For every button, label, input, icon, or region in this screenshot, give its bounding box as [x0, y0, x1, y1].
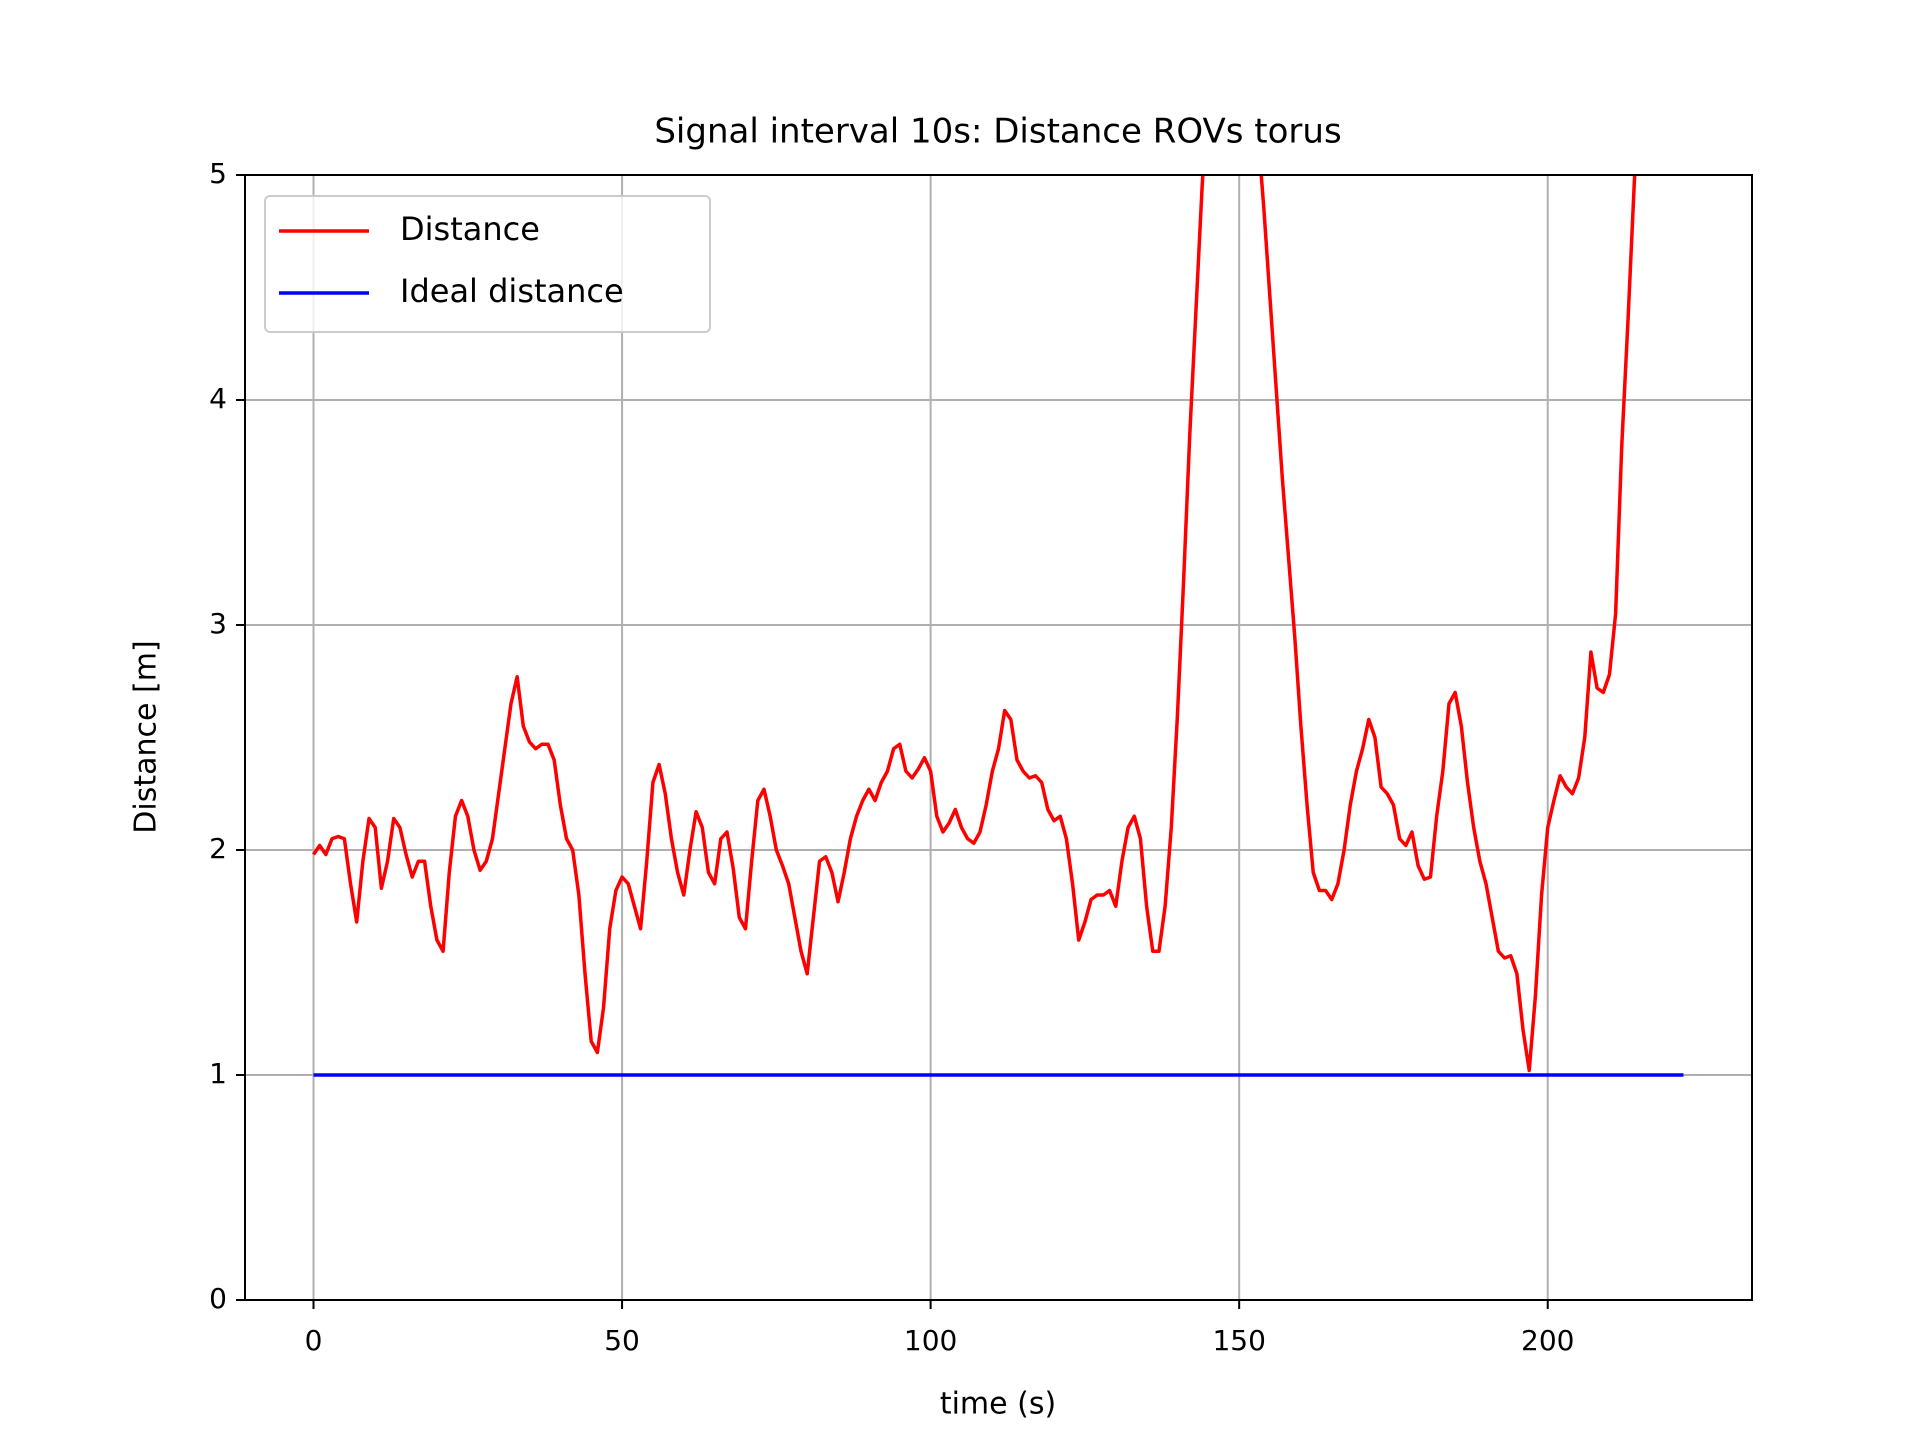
legend-box	[264, 195, 711, 333]
x-axis-label: time (s)	[940, 1387, 1056, 1422]
data-line	[312, 175, 1637, 1073]
legend-label: Distance	[400, 210, 540, 248]
x-tick-label: 100	[904, 1324, 957, 1357]
y-tick-label: 5	[209, 157, 227, 190]
y-tick-label: 3	[209, 607, 227, 640]
legend-label: Ideal distance	[400, 272, 624, 310]
axes-frame	[244, 174, 1753, 1301]
x-tick-label: 50	[604, 1324, 640, 1357]
y-tick-label: 4	[209, 382, 227, 415]
x-tick-label: 200	[1521, 1324, 1574, 1357]
x-tick-label: 0	[305, 1324, 323, 1357]
y-tick-label: 2	[209, 832, 227, 865]
y-tick-label: 1	[209, 1057, 227, 1090]
chart-title: Signal interval 10s: Distance ROVs torus	[654, 112, 1341, 152]
y-axis-label: Distance [m]	[129, 640, 164, 833]
legend: Distance Ideal distance	[264, 195, 711, 333]
ticks: 0 50 100 150 200 0 1 2 3 4 5	[209, 157, 1574, 1357]
y-tick-label: 0	[209, 1282, 227, 1315]
x-tick-label: 150	[1212, 1324, 1265, 1357]
plot-area	[312, 175, 1684, 1077]
